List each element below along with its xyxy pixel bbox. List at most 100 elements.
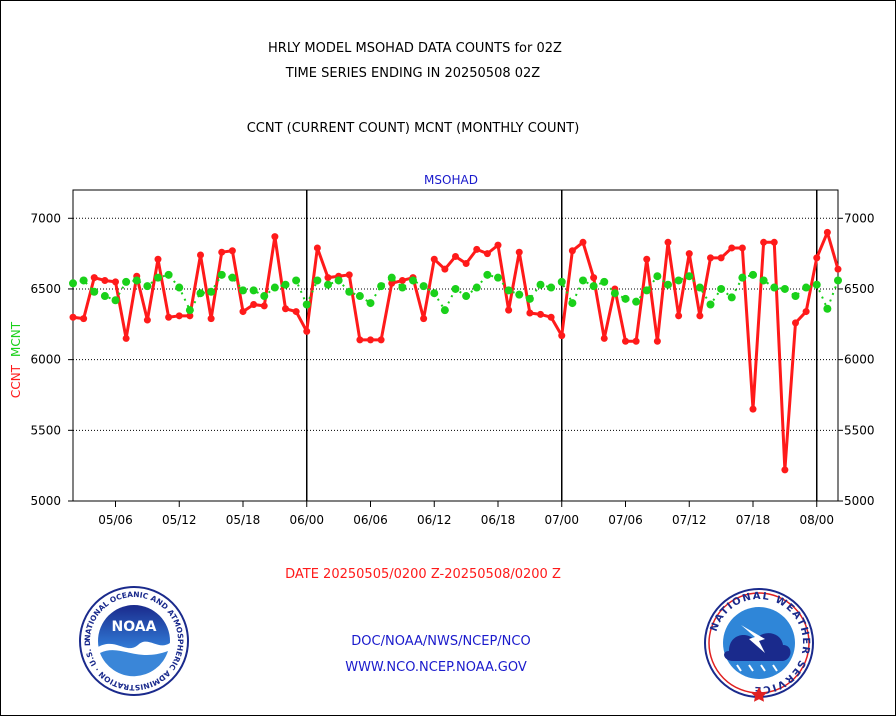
point-ccnt-56 [664,238,672,246]
point-ccnt-71 [823,228,831,236]
point-mcnt-20 [281,280,290,289]
point-mcnt-2 [90,287,99,296]
point-mcnt-47 [568,299,577,308]
x-tick-label-08/00: 08/00 [799,513,834,527]
noaa-logo-text: NOAA [112,619,157,635]
point-mcnt-50 [600,277,609,286]
point-ccnt-67 [781,466,789,474]
point-ccnt-43 [526,309,534,317]
point-mcnt-59 [695,283,704,292]
point-ccnt-66 [770,238,778,246]
point-mcnt-46 [557,277,566,286]
point-ccnt-1 [80,315,88,323]
point-ccnt-39 [483,250,491,258]
x-tick-label-05/18: 05/18 [226,513,261,527]
point-mcnt-8 [154,273,162,282]
point-mcnt-28 [366,299,375,308]
y-axis-label-ccnt: CCNT [9,364,23,398]
point-mcnt-14 [217,270,226,279]
nws-logo: NATIONAL WEATHER SERVICE [704,588,814,702]
point-mcnt-35 [440,306,449,315]
point-mcnt-62 [727,293,736,302]
point-ccnt-13 [207,315,215,323]
point-ccnt-45 [547,313,555,321]
point-ccnt-41 [505,306,513,314]
point-ccnt-38 [473,245,481,253]
plot-border [72,189,839,502]
point-ccnt-42 [515,248,523,256]
point-ccnt-50 [600,334,608,342]
point-mcnt-12 [196,289,205,298]
point-ccnt-62 [728,244,736,252]
point-mcnt-41 [504,286,513,295]
point-ccnt-26 [345,271,353,279]
point-mcnt-43 [525,294,534,303]
point-ccnt-63 [738,244,746,252]
point-mcnt-18 [260,292,269,301]
point-ccnt-10 [175,312,183,320]
point-ccnt-5 [122,334,130,342]
y-tick-label-left-5000: 5000 [30,494,61,508]
noaa-logo: NATIONAL OCEANIC AND ATMOSPHERIC ADMINIS… [79,586,189,696]
point-mcnt-34 [430,289,439,298]
point-mcnt-0 [69,279,77,288]
point-ccnt-28 [367,336,374,344]
point-mcnt-27 [355,292,364,301]
point-mcnt-37 [462,292,471,301]
point-mcnt-5 [122,277,131,286]
chart-title-line2: TIME SERIES ENDING IN 20250508 02Z [285,66,541,81]
point-mcnt-31 [398,283,407,292]
y-tick-label-left-7000: 7000 [30,211,61,225]
point-ccnt-54 [643,255,651,263]
point-mcnt-69 [802,283,811,292]
point-ccnt-3 [101,276,109,284]
url-line: WWW.NCO.NCEP.NOAA.GOV [345,660,527,675]
point-mcnt-17 [249,286,258,295]
x-tick-label-06/12: 06/12 [417,513,452,527]
point-ccnt-9 [165,313,173,321]
y-axis-label: CCNT MCNT [9,321,23,398]
point-ccnt-64 [749,405,757,413]
point-mcnt-10 [175,283,184,292]
point-mcnt-21 [292,276,301,285]
point-mcnt-40 [494,273,502,282]
point-mcnt-19 [270,283,279,292]
point-ccnt-17 [250,301,258,309]
point-mcnt-72 [834,276,842,285]
point-mcnt-65 [759,276,768,285]
chart-title-line1: HRLY MODEL MSOHAD DATA COUNTS for 02Z [268,41,562,56]
point-ccnt-40 [494,241,502,249]
x-tick-label-06/18: 06/18 [481,513,516,527]
point-ccnt-20 [282,305,289,313]
x-tick-label-07/06: 07/06 [608,513,643,527]
point-ccnt-24 [324,274,332,282]
y-tick-label-right-6000: 6000 [844,353,875,367]
point-mcnt-70 [812,280,821,289]
point-ccnt-37 [462,260,470,268]
point-mcnt-52 [621,294,630,303]
point-mcnt-44 [536,280,545,289]
point-mcnt-32 [409,276,417,285]
point-ccnt-55 [653,337,661,345]
y-tick-label-right-5500: 5500 [844,423,875,437]
point-ccnt-69 [802,308,810,316]
y-tick-label-right-5000: 5000 [844,494,875,508]
x-tick-label-07/00: 07/00 [544,513,579,527]
point-mcnt-53 [632,297,641,306]
point-ccnt-14 [218,248,226,256]
plot-title: MSOHAD [424,173,478,187]
point-ccnt-58 [685,250,693,258]
point-mcnt-66 [770,283,779,292]
point-mcnt-56 [664,280,672,289]
point-ccnt-47 [568,247,576,255]
point-ccnt-29 [377,336,385,344]
x-tick-label-05/06: 05/06 [98,513,133,527]
point-ccnt-11 [186,312,194,320]
point-ccnt-7 [143,316,151,324]
point-ccnt-46 [558,332,566,340]
point-mcnt-68 [791,292,800,301]
point-ccnt-16 [239,308,247,316]
point-ccnt-21 [292,308,300,316]
date-range-label: DATE 20250505/0200 Z-20250508/0200 Z [285,567,561,582]
